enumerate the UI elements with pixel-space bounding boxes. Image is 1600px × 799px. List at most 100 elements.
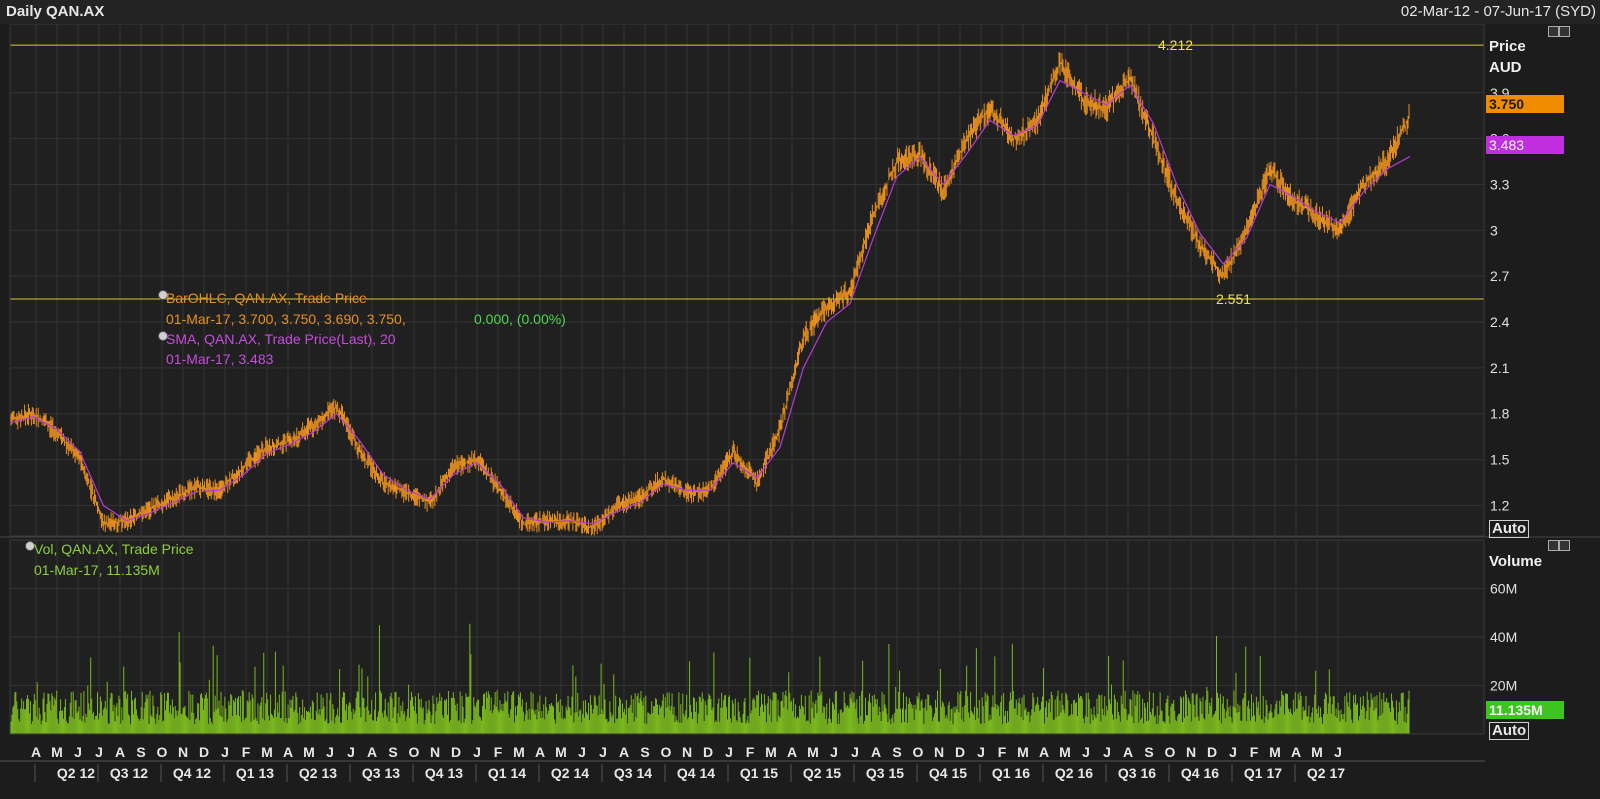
y-tick-label: 2.7	[1490, 268, 1510, 284]
quarter-tick-label: Q1 15	[740, 765, 778, 781]
legend-price-change: 0.000, (0.00%)	[474, 311, 566, 327]
month-tick-label: J	[74, 744, 82, 760]
quarter-tick-label: Q2 14	[551, 765, 589, 781]
sma-line	[9, 79, 1411, 525]
volume-auto-button[interactable]: Auto	[1489, 722, 1530, 740]
month-tick-label: A	[871, 744, 881, 760]
month-tick-label: M	[1311, 744, 1323, 760]
month-tick-label: M	[303, 744, 315, 760]
month-tick-label: F	[494, 744, 503, 760]
quarter-tick-label: Q1 16	[992, 765, 1030, 781]
y-tick-label: 2.1	[1490, 360, 1510, 376]
legend-toggle-icon[interactable]	[25, 541, 35, 551]
volume-tick-label: 40M	[1490, 629, 1517, 645]
price-panel	[10, 24, 1484, 536]
month-tick-label: J	[473, 744, 481, 760]
volume-bars	[9, 623, 1410, 734]
month-tick-label: A	[31, 744, 41, 760]
month-tick-label: F	[746, 744, 755, 760]
month-tick-label: D	[451, 744, 461, 760]
month-tick-label: O	[409, 744, 420, 760]
month-tick-label: J	[221, 744, 229, 760]
month-tick-label: A	[1291, 744, 1301, 760]
month-tick-label: O	[157, 744, 168, 760]
month-tick-label: M	[555, 744, 567, 760]
month-tick-label: J	[830, 744, 838, 760]
level-label: 2.551	[1216, 291, 1251, 307]
y-tick-label: 1.5	[1490, 452, 1510, 468]
chart-header: Daily QAN.AX 02-Mar-12 - 07-Jun-17 (SYD)	[0, 0, 1600, 24]
month-tick-label: O	[661, 744, 672, 760]
minimize-icon[interactable]	[1548, 540, 1559, 551]
month-tick-label: O	[913, 744, 924, 760]
month-tick-label: N	[682, 744, 692, 760]
month-tick-label: S	[640, 744, 649, 760]
price-axis-unit: AUD	[1489, 59, 1522, 76]
sma-price-tag: 3.483	[1486, 136, 1564, 154]
minimize-icon[interactable]	[1548, 26, 1559, 37]
month-tick-label: A	[367, 744, 377, 760]
quarter-tick-label: Q1 13	[236, 765, 274, 781]
month-tick-label: A	[787, 744, 797, 760]
quarter-tick-label: Q2 16	[1055, 765, 1093, 781]
volume-tick-label: 60M	[1490, 581, 1517, 597]
y-tick-label: 1.2	[1490, 497, 1510, 513]
month-tick-label: J	[95, 744, 103, 760]
price-bars	[9, 52, 1410, 536]
quarter-tick-label: Q1 14	[488, 765, 526, 781]
legend-toggle-icon[interactable]	[158, 290, 168, 300]
quarter-tick-label: Q4 16	[1181, 765, 1219, 781]
close-icon[interactable]	[1559, 26, 1570, 37]
close-icon[interactable]	[1559, 540, 1570, 551]
legend-price-name: BarOHLC, QAN.AX, Trade Price	[166, 290, 367, 306]
month-tick-label: A	[535, 744, 545, 760]
month-tick-label: N	[430, 744, 440, 760]
legend-toggle-icon[interactable]	[158, 331, 168, 341]
month-tick-label: S	[136, 744, 145, 760]
legend-sma-name: SMA, QAN.AX, Trade Price(Last), 20	[166, 331, 396, 347]
month-tick-label: A	[283, 744, 293, 760]
month-tick-label: J	[347, 744, 355, 760]
y-tick-label: 3	[1490, 222, 1498, 238]
month-tick-label: F	[998, 744, 1007, 760]
y-tick-label: 1.8	[1490, 406, 1510, 422]
date-range[interactable]: 02-Mar-12 - 07-Jun-17 (SYD)	[1400, 3, 1596, 20]
month-tick-label: M	[1059, 744, 1071, 760]
month-tick-label: M	[807, 744, 819, 760]
y-tick-label: 2.4	[1490, 314, 1510, 330]
month-tick-label: J	[977, 744, 985, 760]
quarter-tick-label: Q2 17	[1307, 765, 1345, 781]
month-tick-label: J	[1334, 744, 1342, 760]
legend-sma-value: 01-Mar-17, 3.483	[166, 351, 274, 367]
legend-vol-name: Vol, QAN.AX, Trade Price	[34, 541, 194, 557]
month-tick-label: J	[851, 744, 859, 760]
month-tick-label: O	[1165, 744, 1176, 760]
month-tick-label: J	[578, 744, 586, 760]
month-tick-label: N	[178, 744, 188, 760]
last-price-tag: 3.750	[1486, 95, 1564, 113]
last-volume-tag: 11.135M	[1486, 701, 1564, 719]
month-tick-label: J	[326, 744, 334, 760]
chart-title: Daily QAN.AX	[6, 3, 105, 20]
month-tick-label: M	[1017, 744, 1029, 760]
quarter-tick-label: Q3 13	[362, 765, 400, 781]
month-tick-label: F	[242, 744, 251, 760]
month-tick-label: D	[1207, 744, 1217, 760]
month-tick-label: J	[1229, 744, 1237, 760]
quarter-tick-label: Q3 14	[614, 765, 652, 781]
quarter-tick-label: Q2 13	[299, 765, 337, 781]
price-panel-border	[9, 24, 1485, 537]
quarter-tick-label: Q2 12	[57, 765, 95, 781]
month-tick-label: S	[388, 744, 397, 760]
price-auto-button[interactable]: Auto	[1489, 520, 1530, 538]
quarter-tick-label: Q4 12	[173, 765, 211, 781]
month-tick-label: F	[1250, 744, 1259, 760]
month-tick-label: J	[1082, 744, 1090, 760]
month-tick-label: J	[599, 744, 607, 760]
volume-axis-title: Volume	[1489, 553, 1543, 570]
month-tick-label: N	[934, 744, 944, 760]
month-tick-label: D	[703, 744, 713, 760]
month-tick-label: M	[765, 744, 777, 760]
price-axis-title: Price	[1489, 38, 1526, 55]
